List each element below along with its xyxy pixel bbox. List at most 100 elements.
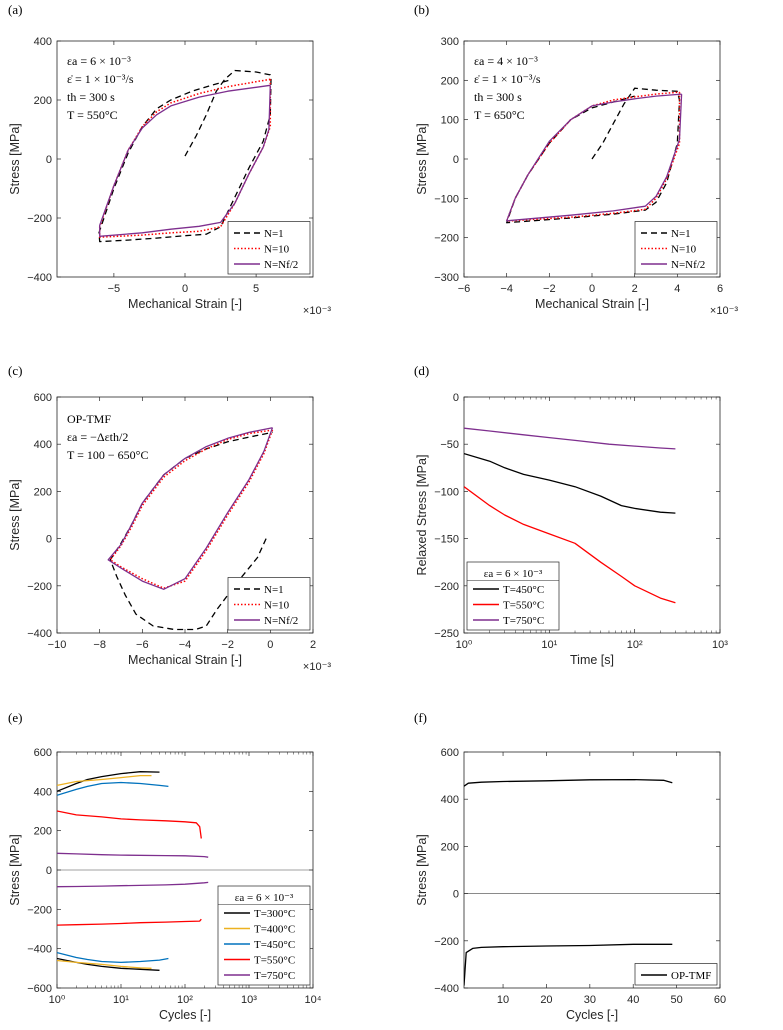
- x-tick-label: −5: [108, 283, 121, 295]
- y-tick-label: 600: [34, 747, 52, 759]
- legend-label: T=550°C: [254, 955, 295, 967]
- panel-label-f: (f): [414, 710, 427, 725]
- legend-label: T=550°C: [503, 600, 544, 612]
- y-tick-label: −50: [440, 439, 459, 451]
- series-line-min: [57, 951, 169, 964]
- x-tick-label: 2: [632, 283, 638, 295]
- x-tick-label: −8: [93, 639, 106, 651]
- series-line: [57, 852, 209, 858]
- x-axis-label: Mechanical Strain [-]: [128, 297, 242, 311]
- legend-label: N=10: [671, 244, 697, 256]
- series-line: [57, 771, 160, 792]
- legend-label: T=400°C: [254, 924, 295, 936]
- x-tick-label: 10⁰: [49, 994, 66, 1006]
- legend-label: T=300°C: [254, 908, 295, 920]
- y-tick-label: −200: [434, 936, 459, 948]
- legend-box: [227, 577, 311, 631]
- series-line: [98, 69, 272, 243]
- series-group: [505, 87, 683, 224]
- y-tick-label: −200: [27, 581, 52, 593]
- y-axis-label: Stress [MPa]: [8, 834, 22, 906]
- panel-label-d: (d): [414, 363, 429, 378]
- annotation: T = 550°C: [67, 108, 118, 122]
- y-tick-label: −200: [27, 904, 52, 916]
- y-tick-label: −400: [434, 983, 459, 995]
- x-tick-label: 60: [714, 994, 726, 1006]
- series-line: [57, 774, 152, 787]
- y-tick-label: 200: [34, 826, 52, 838]
- legend-box: [217, 885, 311, 986]
- legend-label: OP-TMF: [671, 970, 711, 982]
- legend-box: [634, 963, 718, 986]
- x-tick-label: 6: [717, 283, 723, 295]
- annotation: T = 650°C: [474, 108, 525, 122]
- legend-label: N=1: [264, 228, 284, 240]
- annotation: εa = 4 × 10⁻³: [474, 54, 538, 68]
- y-tick-label: 200: [441, 75, 459, 87]
- y-tick-label: 0: [46, 865, 52, 877]
- x-tick-label: −6: [136, 639, 149, 651]
- legend: OP-TMF: [634, 963, 718, 986]
- y-tick-label: −200: [434, 581, 459, 593]
- y-tick-label: −400: [27, 628, 52, 640]
- series-line: [57, 781, 169, 796]
- series-line: [464, 486, 676, 604]
- annotation: εa = 6 × 10⁻³: [67, 54, 131, 68]
- legend-label: N=1: [671, 228, 691, 240]
- legend-label: T=450°C: [503, 584, 544, 596]
- y-tick-label: 0: [453, 154, 459, 166]
- y-tick-label: −200: [434, 233, 459, 245]
- legend-label: N=Nf/2: [264, 615, 298, 627]
- x-tick-label: −10: [48, 639, 67, 651]
- x-tick-label: 20: [540, 994, 552, 1006]
- y-tick-label: −300: [434, 272, 459, 284]
- y-tick-label: 0: [46, 154, 52, 166]
- y-tick-label: 0: [46, 534, 52, 546]
- series-line: [464, 427, 676, 450]
- legend-label: N=10: [264, 244, 290, 256]
- series-line-min: [464, 943, 673, 986]
- series-line: [506, 93, 683, 222]
- panel-label-b: (b): [414, 2, 429, 17]
- y-axis-label: Relaxed Stress [MPa]: [415, 455, 429, 576]
- y-axis-label: Stress [MPa]: [415, 123, 429, 195]
- legend: εa = 6 × 10⁻³ T=450°C T=550°C T=750°C: [466, 561, 560, 631]
- y-tick-label: 600: [441, 747, 459, 759]
- x-tick-label: 40: [627, 994, 639, 1006]
- series-line: [57, 810, 202, 839]
- legend: εa = 6 × 10⁻³ T=300°C T=400°C T=450°C T=550°…: [217, 885, 311, 986]
- x-tick-label: 4: [674, 283, 680, 295]
- y-tick-label: −400: [27, 272, 52, 284]
- y-tick-label: 400: [34, 439, 52, 451]
- x-tick-label: 0: [589, 283, 595, 295]
- y-tick-label: 600: [34, 392, 52, 404]
- annotation: ε̇ = 1 × 10⁻³/s: [67, 72, 134, 86]
- x-axis-label: Time [s]: [570, 653, 614, 667]
- x-tick-label: 10²: [177, 994, 193, 1006]
- legend-box: [634, 221, 718, 275]
- axes-box: [463, 396, 721, 634]
- legend-label: T=750°C: [503, 615, 544, 627]
- legend: N=1 N=10 N=Nf/2: [634, 221, 718, 275]
- annotation: OP-TMF: [67, 412, 111, 426]
- y-tick-label: 200: [34, 486, 52, 498]
- legend-label: N=Nf/2: [264, 259, 298, 271]
- y-tick-label: 200: [34, 95, 52, 107]
- x-tick-label: 5: [253, 283, 259, 295]
- y-tick-label: −400: [27, 944, 52, 956]
- x-tick-label: 2: [310, 639, 316, 651]
- y-tick-label: 400: [34, 786, 52, 798]
- legend: N=1 N=10 N=Nf/2: [227, 577, 311, 631]
- x-tick-label: −4: [179, 639, 192, 651]
- series-line-min: [57, 959, 152, 969]
- panel-c: (c) −10 −8 −6 −4 −2 0 2 −400 −200 0 200 400 600 Mechan…: [8, 363, 331, 673]
- x-tick-label: 30: [584, 994, 596, 1006]
- annotation: th = 300 s: [67, 90, 115, 104]
- panel-b: (b) −6 −4 −2 0 2 4 6 −300 −200 −100 0 100 200 300 Mecha…: [414, 2, 738, 317]
- x-axis-label: Mechanical Strain [-]: [535, 297, 649, 311]
- y-tick-label: 0: [453, 889, 459, 901]
- annotation: ε̇ = 1 × 10⁻³/s: [474, 72, 541, 86]
- x-tick-label: −2: [221, 639, 234, 651]
- series-line-min: [57, 918, 202, 926]
- series-group: [464, 427, 676, 604]
